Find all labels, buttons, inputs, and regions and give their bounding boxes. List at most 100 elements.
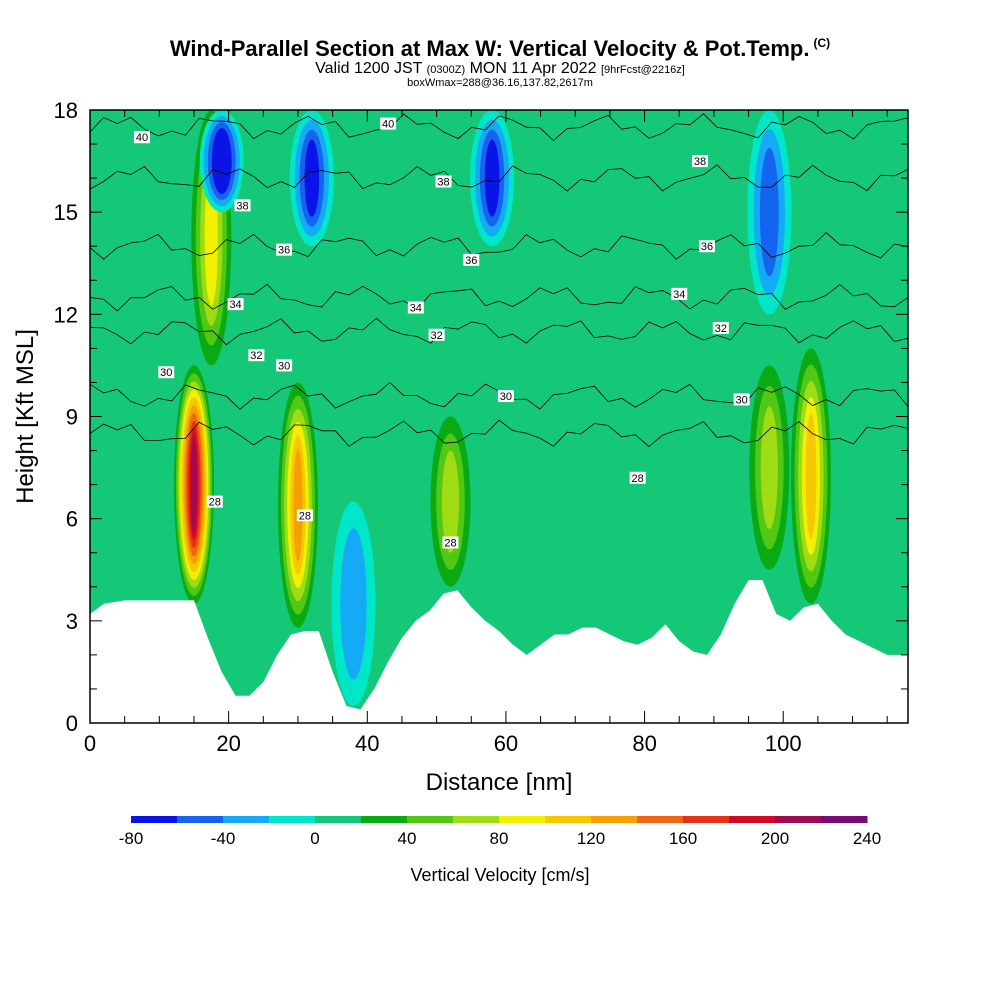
contour-label-text: 30 — [500, 391, 512, 403]
colorbar-swatch — [683, 816, 730, 823]
colorbar-tick-label: 240 — [853, 829, 881, 848]
contour-label-34: 34 — [407, 301, 424, 315]
chart-title: Wind-Parallel Section at Max W: Vertical… — [0, 36, 1000, 62]
colorbar-tick-label: 160 — [669, 829, 697, 848]
colorbar-tick-label: 0 — [310, 829, 319, 848]
updraft-1-level-120 — [293, 448, 303, 562]
contour-label-box — [428, 328, 445, 341]
x-tick-label: 40 — [355, 731, 379, 756]
contour-label-text: 32 — [715, 323, 727, 335]
contour-label-box — [158, 366, 175, 379]
colorbar-tick-label: 120 — [577, 829, 605, 848]
contour-label-box — [276, 359, 293, 372]
colorbar-swatch — [223, 816, 270, 823]
downdraft-0-level--20 — [340, 528, 367, 680]
contour-label-32: 32 — [712, 321, 729, 335]
contour-label-text: 28 — [444, 538, 456, 550]
contour-label-text: 34 — [410, 303, 422, 315]
contour-label-30: 30 — [276, 359, 293, 372]
contour-label-box — [692, 155, 709, 168]
contour-label-box — [435, 175, 452, 188]
contour-label-28: 28 — [296, 509, 313, 522]
colorbar-swatch — [361, 816, 408, 823]
contour-label-text: 32 — [430, 330, 442, 342]
x-tick-label: 80 — [632, 731, 656, 756]
y-tick-label: 6 — [66, 507, 78, 532]
colorbar-swatch — [177, 816, 224, 823]
contour-label-box — [497, 390, 514, 403]
contour-label-text: 38 — [694, 156, 706, 168]
y-tick-label: 18 — [54, 98, 78, 123]
contour-label-text: 38 — [437, 177, 449, 189]
title-suffix: (C) — [813, 36, 831, 50]
contour-label-text: 38 — [236, 200, 248, 212]
contour-label-text: 40 — [136, 132, 148, 144]
title-text: Wind-Parallel Section at Max W: Vertical… — [169, 36, 810, 61]
colorbar-swatch — [407, 816, 454, 823]
contour-label-28: 28 — [442, 536, 459, 550]
contour-label-38: 38 — [692, 155, 709, 168]
contour-label-36: 36 — [698, 240, 715, 253]
y-axis-label: Height [Kft MSL] — [12, 329, 39, 504]
colorbar-tick-label: -80 — [119, 829, 144, 848]
updraft-4-level-100 — [805, 413, 817, 539]
contour-label-box — [629, 471, 646, 484]
theta-contour-38 — [90, 164, 908, 192]
contour-label-30: 30 — [733, 393, 750, 406]
theta-contour-40 — [90, 113, 908, 142]
colorbar-tick-label: 80 — [490, 829, 509, 848]
contour-label-box — [206, 495, 223, 508]
contour-label-38: 38 — [234, 199, 251, 212]
contour-label-30: 30 — [497, 390, 514, 403]
contour-label-30: 30 — [158, 366, 175, 379]
theta-contour-32 — [90, 317, 908, 346]
contour-label-box — [234, 199, 251, 212]
x-tick-label: 60 — [494, 731, 518, 756]
contour-label-box — [248, 349, 265, 362]
contour-label-34: 34 — [227, 298, 244, 311]
contour-label-box — [671, 287, 688, 300]
colorbar-tick-label: -40 — [211, 829, 236, 848]
colorbar-tick-label: 200 — [761, 829, 789, 848]
contour-label-text: 30 — [736, 394, 748, 406]
contour-label-36: 36 — [463, 253, 480, 267]
contour-label-box — [296, 509, 313, 522]
updraft-3-level-60 — [760, 406, 778, 529]
contour-label-box — [463, 253, 480, 266]
terrain — [90, 580, 908, 723]
x-tick-label: 20 — [216, 731, 240, 756]
x-tick-label: 0 — [84, 731, 96, 756]
contour-label-text: 30 — [278, 360, 290, 372]
colorbar: -80 -40 0 40 80 120 160 200 240 Vertical Velocity… — [119, 816, 881, 885]
x-tick-label: 100 — [765, 731, 802, 756]
updraft-2-level-60 — [441, 450, 460, 553]
contour-label-text: 40 — [382, 119, 394, 131]
colorbar-tick-label: 40 — [398, 829, 417, 848]
colorbar-swatch — [269, 816, 316, 823]
downdraft-2-level--60 — [484, 139, 500, 217]
downdraft-3-level--40 — [759, 147, 779, 277]
contour-label-box — [133, 131, 150, 144]
downdraft-1-level--60 — [304, 139, 320, 217]
y-tick-label: 3 — [66, 609, 78, 634]
colorbar-swatch — [499, 816, 546, 823]
y-tick-label: 15 — [54, 200, 78, 225]
contour-label-40: 40 — [133, 131, 150, 144]
contour-label-32: 32 — [248, 349, 265, 362]
colorbar-swatch — [545, 816, 592, 823]
contour-label-text: 36 — [278, 245, 290, 257]
contour-label-text: 34 — [229, 299, 241, 311]
contour-label-28: 28 — [629, 471, 646, 485]
contour-label-36: 36 — [276, 243, 293, 257]
contour-label-text: 28 — [299, 510, 311, 522]
contour-label-34: 34 — [671, 287, 688, 301]
x-axis-label: Distance [nm] — [426, 769, 573, 796]
contour-label-32: 32 — [428, 328, 445, 342]
contour-label-box — [407, 301, 424, 314]
contour-label-box — [276, 243, 293, 256]
contour-label-text: 30 — [160, 367, 172, 379]
y-tick-label: 0 — [66, 711, 78, 736]
y-tick-label: 9 — [66, 405, 78, 430]
valid-prefix: Valid 1200 JST — [315, 60, 423, 77]
